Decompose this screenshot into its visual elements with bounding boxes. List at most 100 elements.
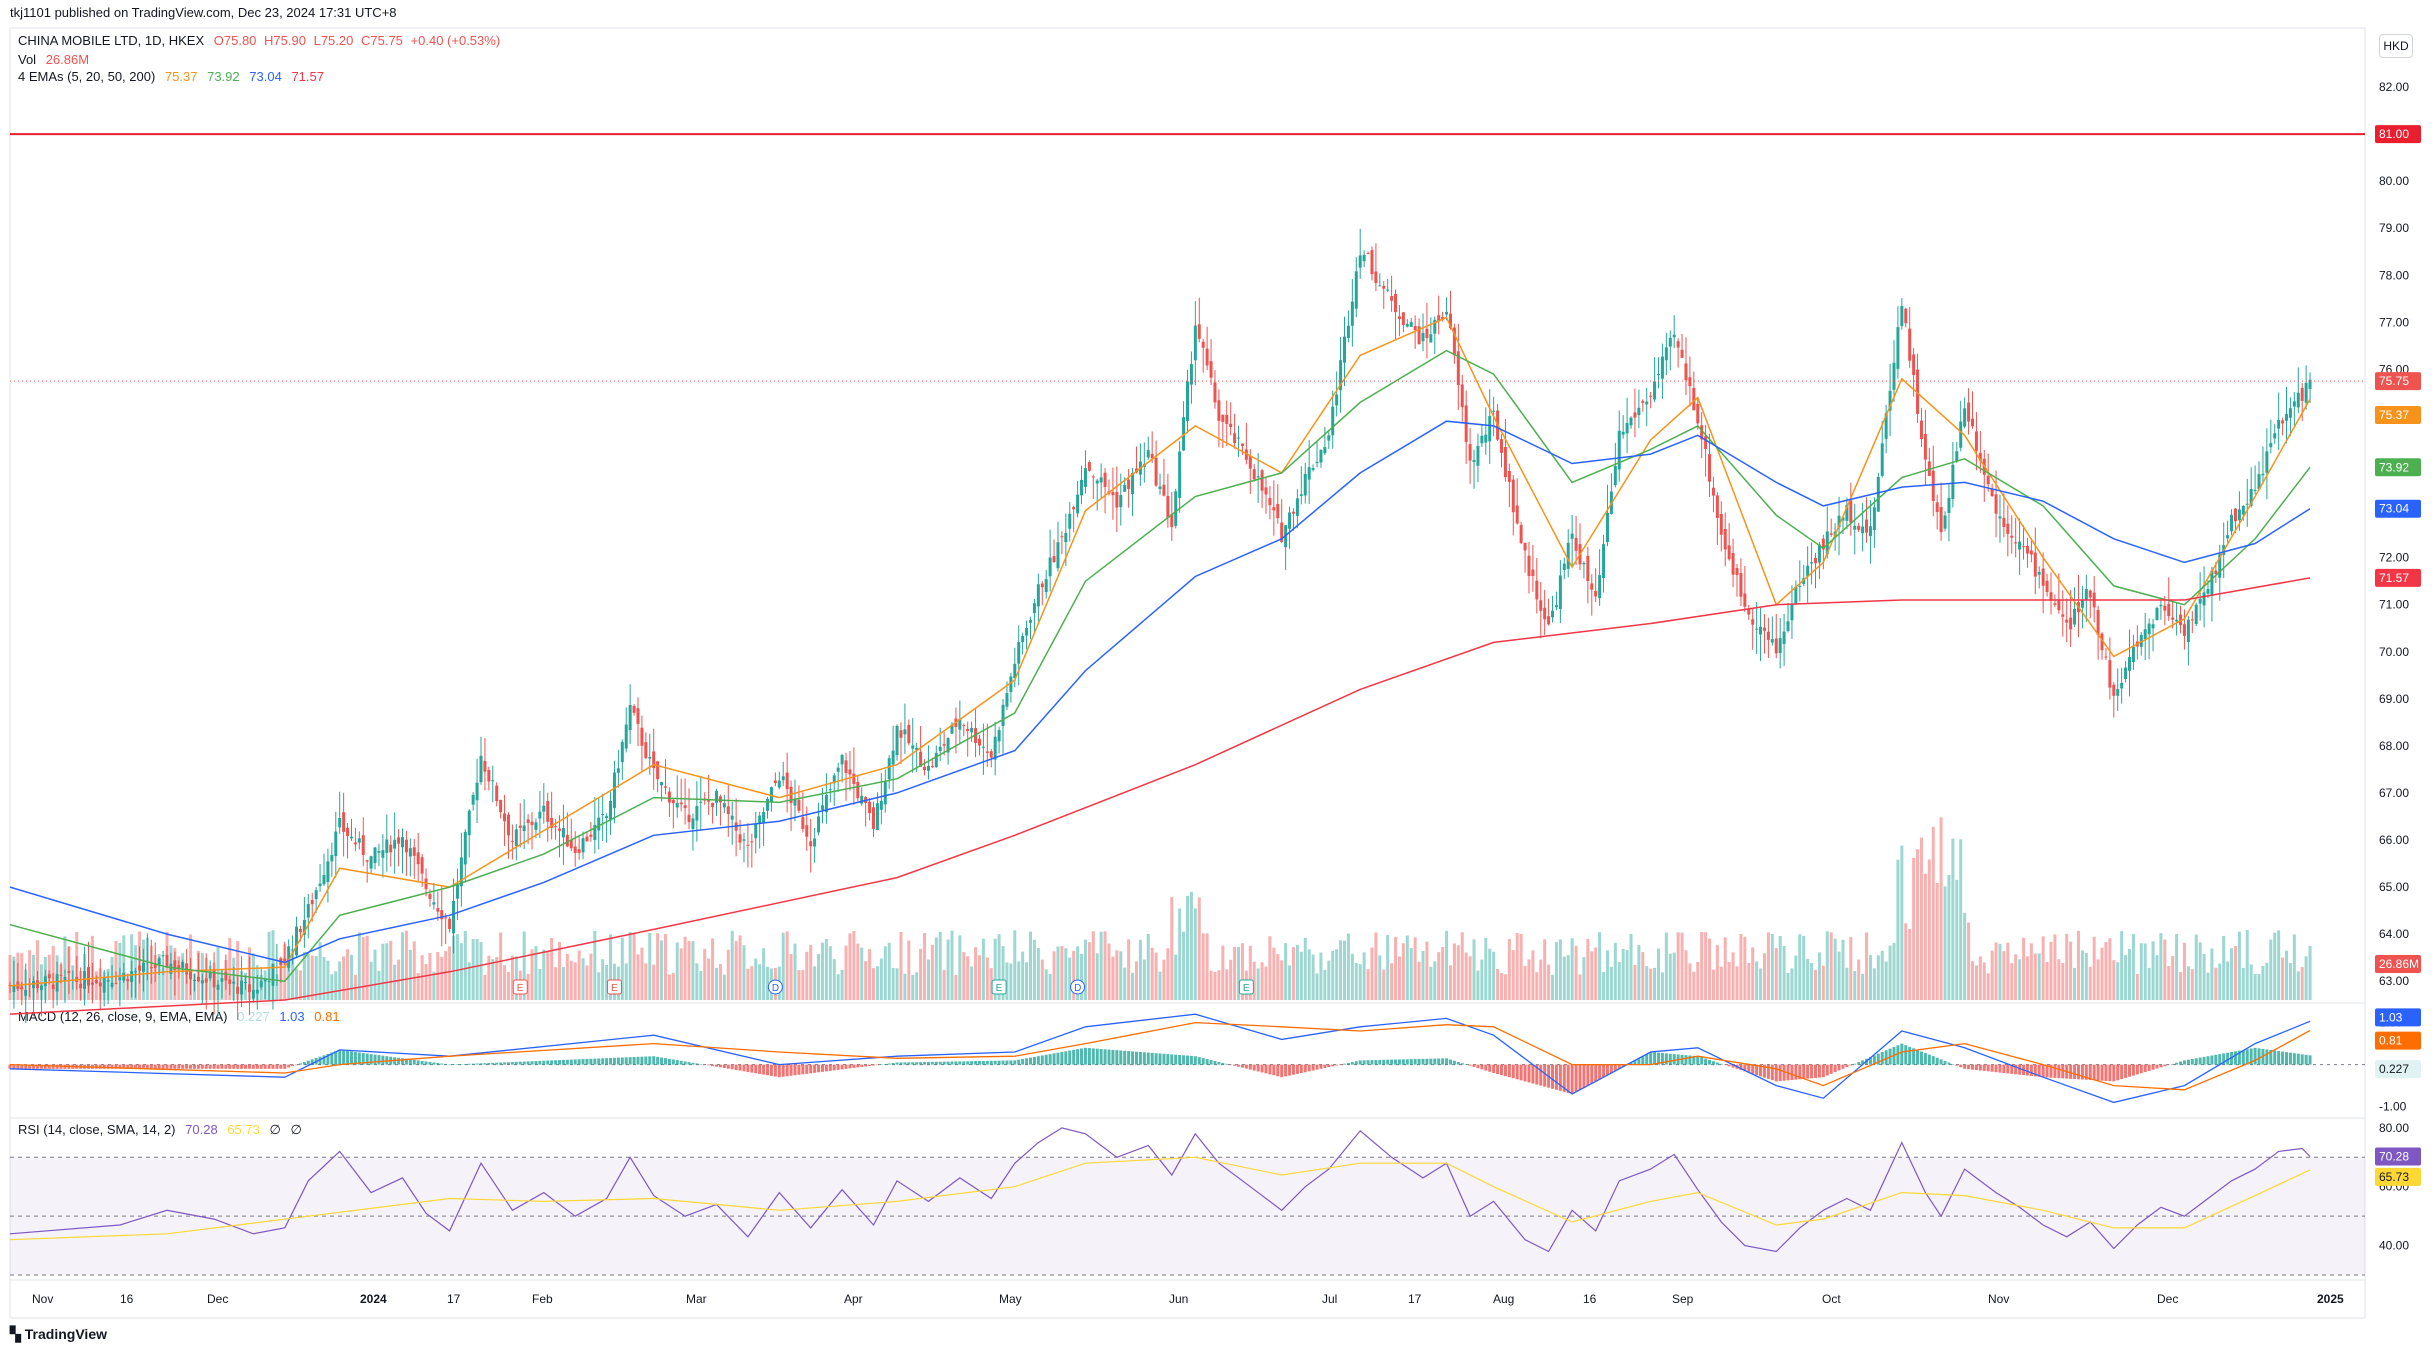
candle-body [958, 719, 962, 730]
candle-body [824, 795, 828, 813]
volume-bar [565, 953, 569, 1000]
macd-histogram-bar [679, 1060, 683, 1065]
candle-body [385, 839, 389, 853]
volume-bar [644, 963, 648, 1000]
volume-bar [2131, 934, 2135, 1000]
candle-body [369, 856, 373, 869]
x-tick-label: Feb [532, 1292, 553, 1306]
volume-bar [1974, 965, 1978, 1000]
candle-body [1645, 401, 1649, 405]
candle-body [1429, 334, 1433, 343]
candle-body [2096, 610, 2100, 635]
volume-bar [1080, 953, 1084, 1000]
currency-button[interactable]: HKD [2379, 34, 2413, 58]
candle-body [204, 978, 208, 983]
volume-bar [1488, 948, 1492, 1000]
macd-histogram-bar [35, 1064, 39, 1069]
macd-histogram-bar [1594, 1064, 1598, 1082]
macd-histogram-bar [298, 1063, 302, 1065]
macd-histogram-bar [1994, 1064, 1998, 1073]
volume-bar [169, 945, 173, 1000]
volume-bar [279, 958, 283, 1000]
macd-histogram-bar [1739, 1064, 1743, 1071]
volume-bar [2053, 934, 2057, 1000]
macd-histogram-bar [475, 1063, 479, 1065]
volume-bar [2116, 962, 2120, 1000]
macd-histogram-bar [2084, 1064, 2088, 1080]
candle-body [2029, 550, 2033, 555]
macd-histogram-bar [428, 1061, 432, 1065]
macd-histogram-bar [938, 1061, 942, 1065]
macd-histogram-bar [1503, 1064, 1507, 1077]
macd-histogram-bar [1755, 1064, 1759, 1076]
volume-bar [1103, 931, 1107, 1000]
candle-body [1931, 470, 1935, 501]
volume-bar [1562, 956, 1566, 1000]
candle-body [1264, 487, 1268, 495]
candle-body [102, 977, 106, 993]
candle-body [1617, 430, 1621, 470]
event-marker [1070, 979, 1086, 995]
macd-histogram-bar [2010, 1064, 2014, 1074]
macd-histogram-bar [2080, 1064, 2084, 1080]
macd-histogram-bar [1762, 1064, 1766, 1078]
volume-bar [1025, 962, 1029, 1000]
macd-histogram-bar [106, 1064, 110, 1069]
volume-bar [911, 974, 915, 1000]
candle-body [534, 822, 538, 830]
candle-body [620, 741, 624, 763]
macd-histogram-bar [2190, 1059, 2194, 1065]
macd-histogram-bar [1500, 1064, 1503, 1076]
macd-histogram-bar [1700, 1057, 1704, 1065]
candle-body [1319, 449, 1323, 463]
volume-bar [1711, 969, 1715, 1000]
volume-bar [1335, 949, 1339, 1000]
macd-histogram-bar [687, 1062, 691, 1065]
candle-body [2108, 660, 2112, 688]
macd-histogram-bar [1841, 1064, 1845, 1069]
candle-body [1413, 326, 1417, 331]
macd-histogram-bar [891, 1062, 895, 1065]
volume-bar [1535, 972, 1539, 1000]
candle-body [1735, 568, 1739, 576]
macd-histogram-bar [455, 1064, 459, 1065]
candle-body [1394, 293, 1398, 313]
volume-bar [597, 972, 601, 1000]
volume-bar [357, 932, 361, 1000]
volume-bar [189, 934, 193, 1000]
macd-histogram-bar [1605, 1064, 1609, 1076]
volume-bar [114, 940, 118, 1000]
volume-bar [1472, 939, 1476, 1000]
candle-body [781, 776, 785, 781]
candle-body [1641, 401, 1645, 403]
macd-histogram-bar [1802, 1064, 1806, 1079]
last-price-label: 75.75 [2379, 374, 2409, 388]
macd-histogram-bar [1562, 1064, 1566, 1092]
volume-bar [393, 964, 397, 1000]
candle-body [126, 979, 130, 982]
macd-histogram-bar [1248, 1064, 1252, 1070]
volume-bar [1017, 961, 1021, 1000]
volume-bar [1810, 963, 1814, 1000]
volume-bar [561, 967, 565, 1000]
candle-body [1857, 525, 1861, 530]
macd-histogram-bar [2273, 1050, 2277, 1065]
candle-body [938, 746, 942, 752]
macd-histogram-bar [181, 1064, 185, 1069]
macd-histogram-bar [1005, 1060, 1009, 1065]
volume-bar [1927, 859, 1931, 1000]
macd-histogram-bar [754, 1064, 758, 1074]
candle-body [1244, 449, 1248, 460]
macd-histogram-bar [1598, 1064, 1602, 1080]
volume-bar [71, 965, 75, 1000]
macd-histogram-bar [989, 1060, 993, 1065]
candle-body [813, 838, 817, 847]
macd-histogram-bar [1982, 1064, 1986, 1071]
volume-bar [1460, 932, 1464, 1000]
volume-bar [404, 930, 408, 1000]
macd-histogram-bar [1904, 1045, 1908, 1065]
volume-bar [534, 946, 538, 1000]
volume-bar [1378, 955, 1382, 1000]
macd-histogram-bar [1021, 1059, 1025, 1065]
